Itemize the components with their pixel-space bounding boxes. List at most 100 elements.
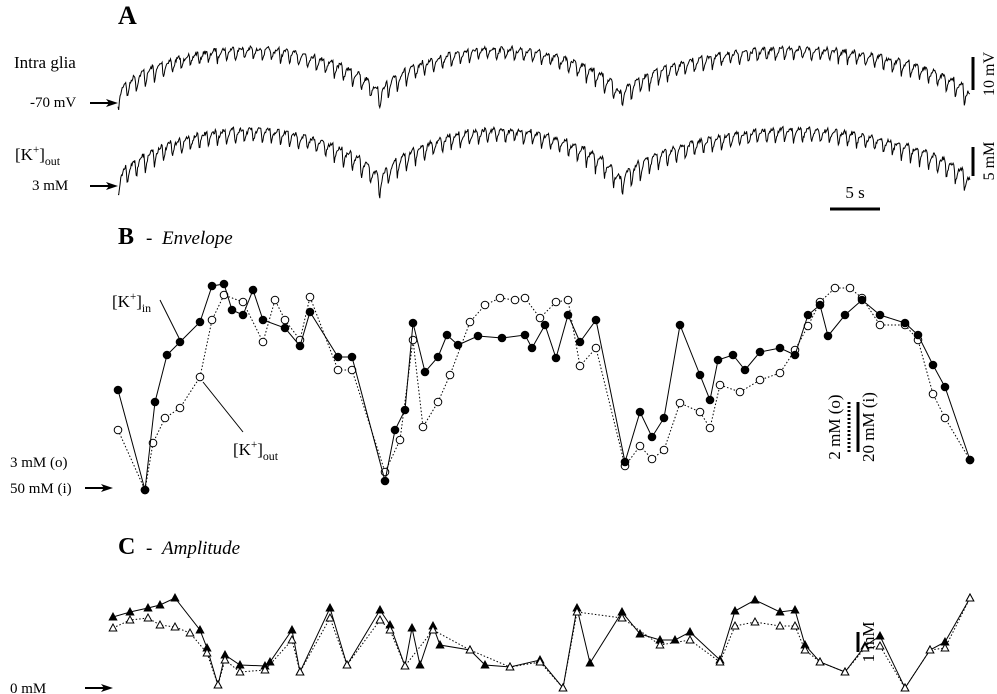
marker — [840, 310, 850, 320]
panel-label: B — [118, 224, 134, 250]
marker — [433, 397, 443, 407]
marker — [617, 612, 627, 622]
marker — [140, 485, 150, 495]
marker — [535, 313, 545, 323]
scale-label: 5 mM — [981, 142, 997, 181]
marker — [585, 657, 595, 667]
panel-label: C — [118, 534, 135, 560]
marker — [407, 622, 417, 632]
marker — [635, 407, 645, 417]
marker — [497, 333, 507, 343]
marker — [195, 317, 205, 327]
marker — [238, 310, 248, 320]
baseline-label: -70 mV — [30, 95, 76, 111]
marker — [830, 283, 840, 293]
marker — [143, 602, 153, 612]
marker — [705, 395, 715, 405]
marker — [563, 310, 573, 320]
marker — [775, 606, 785, 616]
marker — [695, 407, 705, 417]
marker — [735, 387, 745, 397]
marker — [113, 385, 123, 395]
marker — [715, 380, 725, 390]
arrow-head — [106, 99, 118, 107]
marker — [527, 343, 537, 353]
scale-label: 20 mM (i) — [859, 392, 878, 462]
ion-label-sub: in — [142, 301, 151, 315]
marker — [408, 318, 418, 328]
marker — [333, 365, 343, 375]
marker — [219, 279, 229, 289]
baseline-label: 0 mM — [10, 681, 46, 694]
marker — [375, 614, 385, 624]
marker — [442, 330, 452, 340]
ion-label-part: [K — [15, 145, 34, 164]
marker — [260, 664, 270, 674]
arrow-head — [101, 684, 113, 692]
marker — [620, 457, 630, 467]
marker — [928, 360, 938, 370]
marker — [280, 323, 290, 333]
marker — [685, 626, 695, 636]
panel-separator: - — [146, 228, 152, 249]
marker — [400, 660, 410, 670]
marker — [647, 432, 657, 442]
marker — [505, 661, 515, 671]
marker — [202, 647, 212, 657]
marker — [433, 352, 443, 362]
marker — [185, 627, 195, 637]
panel-separator: - — [146, 538, 152, 559]
marker — [575, 361, 585, 371]
marker — [305, 292, 315, 302]
ion-label-sup: + — [130, 291, 136, 303]
ion-label: [K+]out — [15, 144, 61, 168]
marker — [675, 398, 685, 408]
marker — [170, 621, 180, 631]
marker — [400, 405, 410, 415]
marker — [572, 606, 582, 616]
marker — [170, 592, 180, 602]
baseline-label: 3 mM — [32, 178, 68, 194]
trace — [117, 44, 971, 111]
marker — [287, 634, 297, 644]
marker — [750, 594, 760, 604]
marker — [940, 413, 950, 423]
trace-label: Intra glia — [14, 53, 76, 72]
marker — [775, 343, 785, 353]
marker — [207, 315, 217, 325]
marker — [875, 310, 885, 320]
marker — [342, 659, 352, 669]
marker — [940, 642, 950, 652]
marker — [453, 340, 463, 350]
marker — [815, 300, 825, 310]
marker — [635, 628, 645, 638]
marker — [195, 624, 205, 634]
marker — [480, 300, 490, 310]
ion-label-part: ] — [257, 440, 263, 459]
marker — [175, 403, 185, 413]
marker — [155, 599, 165, 609]
marker — [860, 642, 870, 652]
marker — [925, 644, 935, 654]
marker — [857, 295, 867, 305]
ion-label-sub: out — [45, 154, 61, 168]
ion-label-part: ] — [136, 292, 142, 311]
panel-title: Amplitude — [160, 538, 240, 559]
marker — [125, 614, 135, 624]
marker — [823, 331, 833, 341]
marker — [435, 639, 445, 649]
marker — [347, 352, 357, 362]
marker — [790, 620, 800, 630]
marker — [591, 315, 601, 325]
marker — [175, 337, 185, 347]
marker — [143, 612, 153, 622]
ion-label: [K+]in — [112, 291, 151, 315]
marker — [900, 318, 910, 328]
marker — [575, 337, 585, 347]
marker — [148, 438, 158, 448]
marker — [715, 656, 725, 666]
marker — [428, 624, 438, 634]
ion-label-sub: out — [263, 449, 279, 463]
marker — [750, 616, 760, 626]
